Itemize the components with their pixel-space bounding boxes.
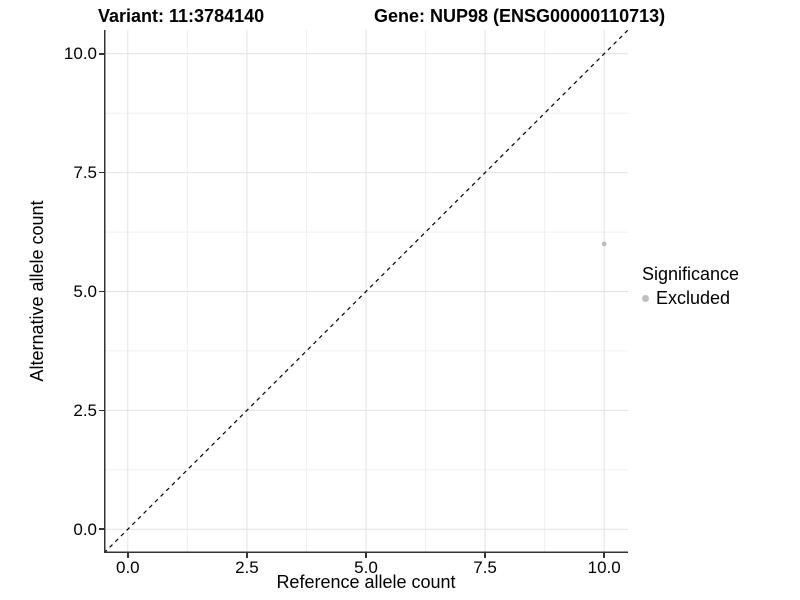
plot-title-variant: Variant: 11:3784140 [98,6,265,26]
legend: Significance Excluded [642,263,739,309]
y-tick-mark [99,528,104,530]
plot-panel [104,30,628,553]
x-tick-mark [365,553,367,558]
circle-icon [642,295,649,302]
y-tick-label: 5.0 [73,282,97,301]
x-tick-mark [484,553,486,558]
x-tick-label: 10.0 [587,558,621,577]
y-axis-title: Alternative allele count [27,200,47,382]
plot-canvas [104,30,628,553]
x-tick-mark [603,553,605,558]
x-tick-label: 0.0 [115,558,140,577]
x-tick-mark [246,553,248,558]
legend-title: Significance [642,264,740,284]
x-tick-mark [127,553,129,558]
y-tick-mark [99,171,104,174]
legend-item-label: Excluded [656,288,731,308]
x-tick-label: 2.5 [235,558,259,577]
x-tick-label: 5.0 [354,558,378,577]
y-tick-label: 0.0 [73,519,97,539]
plot-title-gene: Gene: NUP98 (ENSG00000110713) [374,6,666,26]
legend-item-excluded: Excluded [642,288,739,309]
data-point [601,241,607,247]
y-tick-mark [99,290,104,293]
identity-line [104,30,628,553]
y-tick-mark [99,409,104,412]
x-axis-title: Reference allele count [276,572,456,592]
y-tick-label: 10.0 [63,44,97,64]
y-tick-mark [99,53,104,55]
y-tick-label: 7.5 [73,163,97,183]
x-tick-label: 7.5 [473,558,497,577]
y-tick-label: 2.5 [73,400,97,420]
